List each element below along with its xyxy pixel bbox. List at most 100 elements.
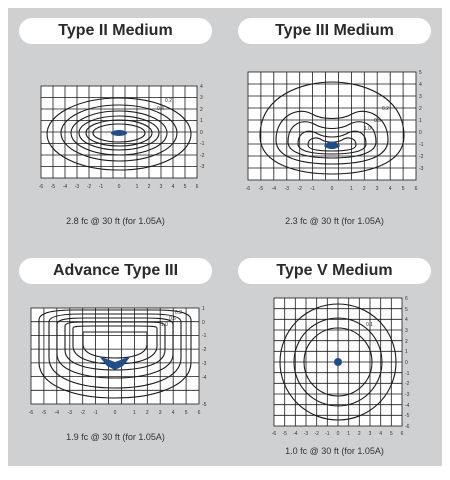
- svg-text:-3: -3: [200, 164, 205, 170]
- svg-text:2: 2: [200, 107, 203, 113]
- svg-text:-3: -3: [202, 361, 207, 367]
- svg-text:-6: -6: [405, 424, 410, 430]
- svg-text:-1: -1: [202, 333, 207, 339]
- svg-text:2: 2: [148, 184, 151, 190]
- contour-label: 0.1: [366, 322, 373, 328]
- svg-text:4: 4: [379, 431, 382, 437]
- svg-text:0: 0: [200, 130, 203, 136]
- svg-text:1: 1: [405, 349, 408, 355]
- svg-text:-1: -1: [200, 141, 205, 147]
- y-tick-labels: 5 4 3 2 1 0 -1 -2 -3: [419, 70, 424, 172]
- panel-caption: 2.8 fc @ 30 ft (for 1.05A): [66, 216, 165, 226]
- svg-text:1: 1: [133, 410, 136, 416]
- fixture-marker: [334, 358, 342, 366]
- svg-text:3: 3: [159, 410, 162, 416]
- svg-text:4: 4: [200, 84, 203, 90]
- svg-text:-5: -5: [51, 184, 56, 190]
- panel-type-v-medium: Type V Medium 0.1 6 5 4 3 2 1 0 -1: [232, 252, 437, 480]
- contour-label: 0.2: [165, 98, 172, 104]
- svg-text:6: 6: [415, 186, 418, 192]
- panel-title: Type II Medium: [19, 18, 212, 44]
- svg-text:-3: -3: [68, 410, 73, 416]
- svg-text:-4: -4: [55, 410, 60, 416]
- panel-advance-type-iii: Advance Type III 0.2 0.5 1.0 1 0 -1: [13, 252, 218, 480]
- svg-text:-6: -6: [272, 431, 277, 437]
- svg-text:-5: -5: [202, 402, 207, 408]
- svg-text:2: 2: [363, 186, 366, 192]
- svg-text:-4: -4: [293, 431, 298, 437]
- svg-text:4: 4: [172, 410, 175, 416]
- svg-text:3: 3: [160, 184, 163, 190]
- contour-label: 0.2: [382, 106, 389, 112]
- contour-label: 0.5: [374, 118, 381, 124]
- svg-text:4: 4: [419, 82, 422, 88]
- panel-type-iii-medium: Type III Medium 0.2 0.5 1.0 5 4 3 2: [232, 12, 437, 240]
- svg-text:0: 0: [337, 431, 340, 437]
- svg-text:0: 0: [405, 360, 408, 366]
- svg-text:-1: -1: [419, 142, 424, 148]
- svg-text:5: 5: [390, 431, 393, 437]
- x-tick-labels: -6 -5 -4 -3 -2 -1 0 1 2 3 4 5 6: [272, 431, 404, 437]
- svg-text:2: 2: [146, 410, 149, 416]
- isofootcandle-contours: [46, 97, 192, 171]
- y-tick-labels: 4 3 2 1 0 -1 -2 -3: [200, 84, 205, 170]
- svg-text:-1: -1: [405, 371, 410, 377]
- contour-label: 0.5: [169, 316, 176, 322]
- svg-text:-2: -2: [87, 184, 92, 190]
- svg-text:-3: -3: [304, 431, 309, 437]
- svg-text:6: 6: [405, 296, 408, 302]
- svg-text:4: 4: [172, 184, 175, 190]
- contour-label: 0.4: [157, 106, 164, 112]
- svg-text:1: 1: [136, 184, 139, 190]
- svg-text:-1: -1: [325, 431, 330, 437]
- svg-text:-5: -5: [42, 410, 47, 416]
- panel-type-ii-medium: Type II Medium 0.2 0.4 4 3 2 1: [13, 12, 218, 240]
- svg-text:6: 6: [196, 184, 199, 190]
- svg-text:4: 4: [405, 317, 408, 323]
- svg-text:2: 2: [419, 106, 422, 112]
- svg-text:-1: -1: [93, 410, 98, 416]
- isofootcandle-contours: [38, 309, 192, 399]
- svg-text:5: 5: [184, 184, 187, 190]
- svg-text:-6: -6: [246, 186, 251, 192]
- svg-text:-4: -4: [63, 184, 68, 190]
- svg-text:2: 2: [405, 339, 408, 345]
- svg-text:-2: -2: [202, 347, 207, 353]
- y-tick-labels: 6 5 4 3 2 1 0 -1 -2 -3 -4 -5 -6: [405, 296, 410, 430]
- svg-text:3: 3: [376, 186, 379, 192]
- svg-text:5: 5: [405, 307, 408, 313]
- x-tick-labels: -6 -5 -4 -3 -2 -1 0 1 2 3 4 5 6: [29, 410, 201, 416]
- contour-label: 1.0: [364, 126, 371, 132]
- svg-text:-4: -4: [405, 403, 410, 409]
- svg-text:1: 1: [350, 186, 353, 192]
- svg-text:3: 3: [200, 95, 203, 101]
- isofootcandle-plot: 0.2 0.5 1.0 5 4 3 2 1 0 -1 -2 -3 -6 -5 -…: [246, 70, 424, 192]
- svg-text:5: 5: [402, 186, 405, 192]
- svg-text:-1: -1: [99, 184, 104, 190]
- photometric-sheet: Type II Medium 0.2 0.4 4 3 2 1: [8, 8, 442, 466]
- x-tick-labels: -6 -5 -4 -3 -2 -1 0 1 2 3 4 5 6: [39, 184, 199, 190]
- isofootcandle-plot: 0.2 0.4 4 3 2 1 0 -1 -2 -3 -6 -5 -4 -3 -…: [39, 84, 205, 190]
- svg-text:3: 3: [419, 94, 422, 100]
- isofootcandle-contours: [259, 81, 405, 175]
- contour-label: 0.2: [175, 310, 182, 316]
- svg-text:-3: -3: [419, 166, 424, 172]
- svg-text:-6: -6: [29, 410, 34, 416]
- isofootcandle-plot: 0.1 6 5 4 3 2 1 0 -1 -2 -3 -4 -5 -6 -6 -…: [272, 296, 410, 437]
- svg-text:-3: -3: [405, 392, 410, 398]
- svg-text:-2: -2: [314, 431, 319, 437]
- svg-text:4: 4: [389, 186, 392, 192]
- y-tick-labels: 1 0 -1 -2 -3 -4 -5: [202, 306, 207, 408]
- svg-text:0: 0: [118, 184, 121, 190]
- panel-title: Advance Type III: [19, 258, 212, 284]
- svg-text:2: 2: [358, 431, 361, 437]
- svg-text:6: 6: [401, 431, 404, 437]
- svg-text:5: 5: [185, 410, 188, 416]
- svg-text:-3: -3: [285, 186, 290, 192]
- svg-text:-4: -4: [202, 375, 207, 381]
- panel-caption: 2.3 fc @ 30 ft (for 1.05A): [285, 216, 384, 226]
- svg-text:-3: -3: [75, 184, 80, 190]
- svg-text:-2: -2: [419, 154, 424, 160]
- svg-text:-4: -4: [272, 186, 277, 192]
- svg-text:3: 3: [369, 431, 372, 437]
